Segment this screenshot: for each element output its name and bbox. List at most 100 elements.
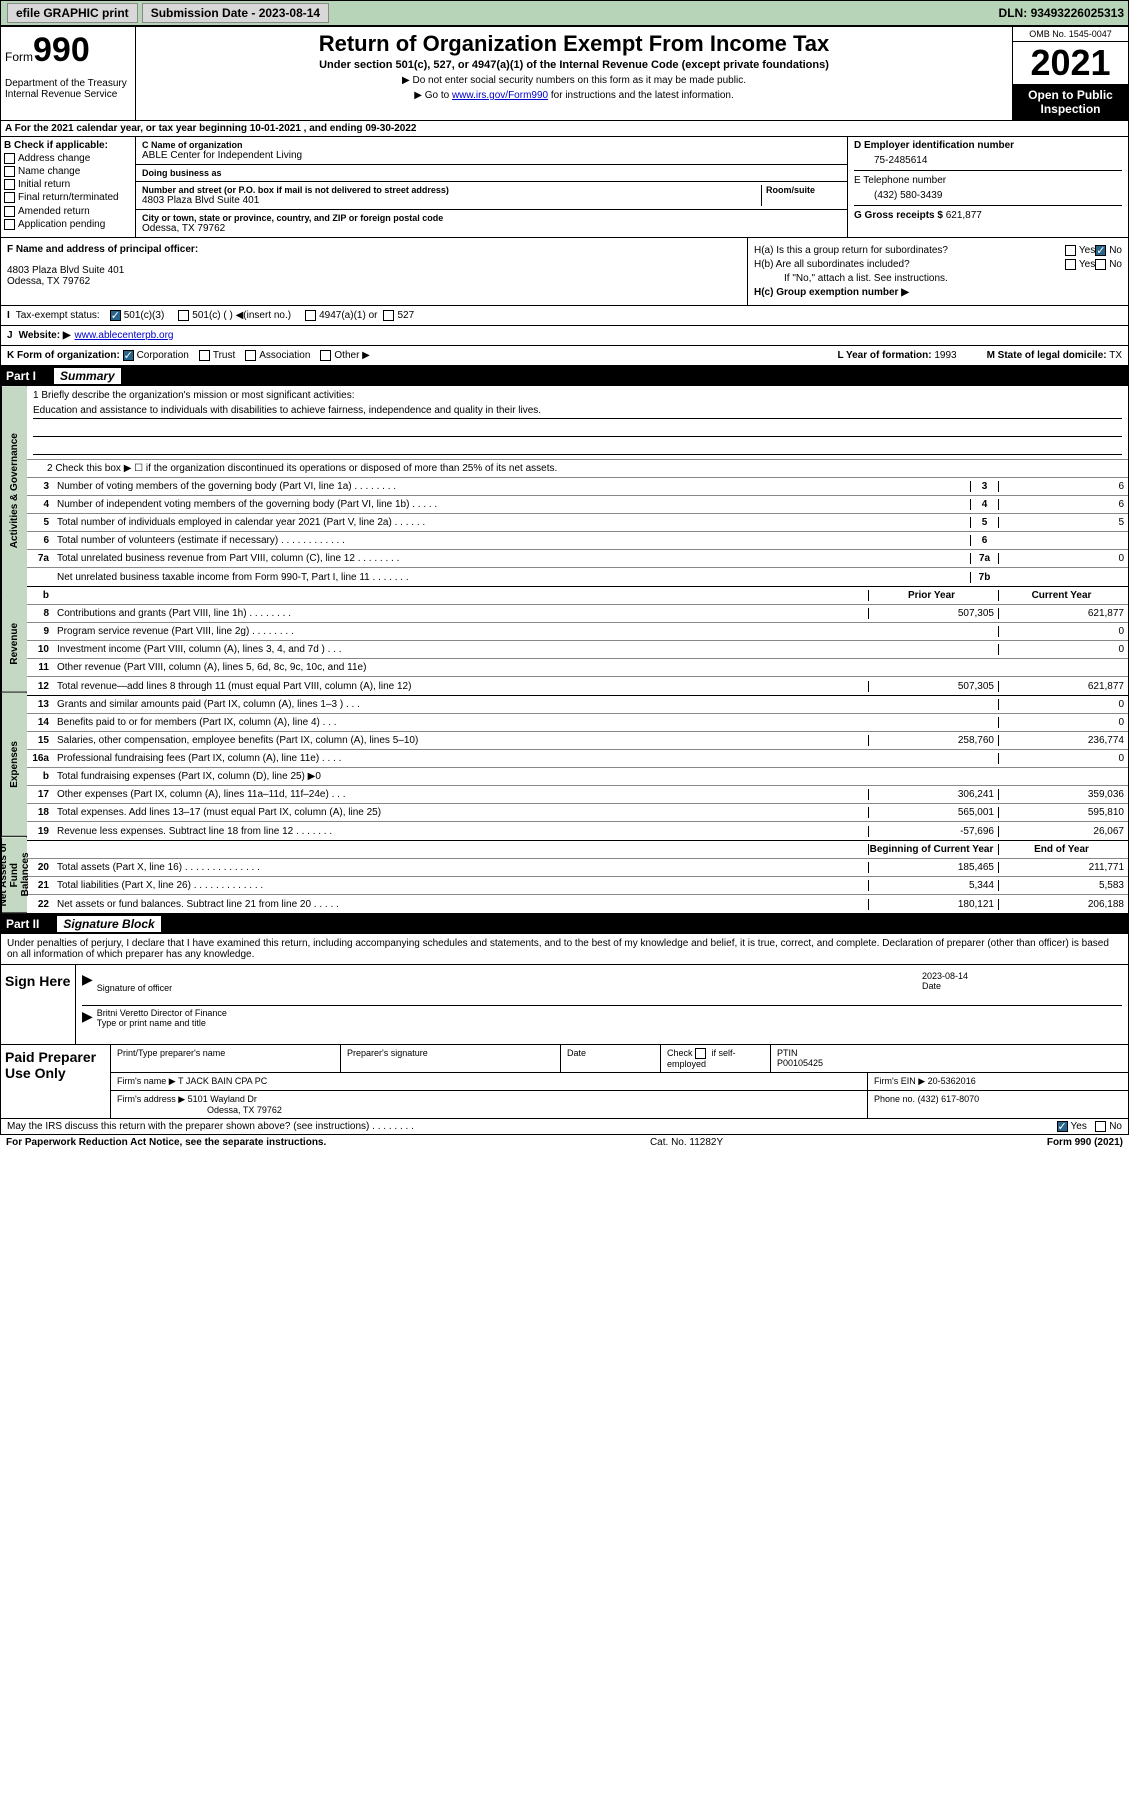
section-bcd: B Check if applicable: Address change Na… — [0, 137, 1129, 238]
chk-address-change[interactable] — [4, 153, 15, 164]
year-formation-label: L Year of formation: — [837, 350, 931, 361]
section-d: D Employer identification number 75-2485… — [848, 137, 1128, 237]
chk-selfemployed[interactable] — [695, 1048, 706, 1059]
chk-application-pending[interactable] — [4, 219, 15, 230]
note2-post: for instructions and the latest informat… — [548, 90, 734, 101]
end-year-hdr: End of Year — [998, 844, 1128, 855]
gov-line: 3Number of voting members of the governi… — [27, 478, 1128, 496]
rev-hdr-b: b — [27, 590, 53, 601]
form-title: Return of Organization Exempt From Incom… — [140, 31, 1008, 57]
lbl-initial-return: Initial return — [18, 179, 70, 190]
discuss-no-chk[interactable] — [1095, 1121, 1106, 1132]
mission-label: 1 Briefly describe the organization's mi… — [33, 390, 1122, 401]
chk-501c3[interactable] — [110, 310, 121, 321]
part2-body: Under penalties of perjury, I declare th… — [0, 934, 1129, 1135]
discuss-no: No — [1109, 1121, 1122, 1132]
netasset-lines: Beginning of Current Year End of Year 20… — [27, 841, 1128, 913]
city-label: City or town, state or province, country… — [142, 213, 841, 223]
opt-527: 527 — [397, 310, 414, 321]
section-c: C Name of organization ABLE Center for I… — [136, 137, 848, 237]
row-i-text: Tax-exempt status: — [16, 310, 100, 321]
gross-value: 621,877 — [946, 210, 982, 221]
part2-num: Part II — [6, 917, 39, 931]
ptin-label: PTIN — [777, 1048, 798, 1058]
website-link[interactable]: www.ablecenterpb.org — [75, 330, 174, 341]
row-j-label: J — [7, 330, 13, 341]
state-domicile: TX — [1109, 350, 1122, 361]
summary-body: 1 Briefly describe the organization's mi… — [27, 386, 1128, 913]
chk-other[interactable] — [320, 350, 331, 361]
form-note1: ▶ Do not enter social security numbers o… — [140, 75, 1008, 86]
firm-addr-label: Firm's address ▶ — [117, 1094, 185, 1104]
row-a-text: A For the 2021 calendar year, or tax yea… — [5, 123, 416, 134]
revenue-header-row: b Prior Year Current Year — [27, 587, 1128, 605]
section-f-label: F Name and address of principal officer: — [7, 244, 198, 255]
expense-line: 17Other expenses (Part IX, column (A), l… — [27, 786, 1128, 804]
expense-lines: 13Grants and similar amounts paid (Part … — [27, 696, 1128, 841]
chk-527[interactable] — [383, 310, 394, 321]
hc-label: H(c) Group exemption number ▶ — [754, 287, 909, 298]
revenue-line: 11Other revenue (Part VIII, column (A), … — [27, 659, 1128, 677]
mission-blank2 — [33, 441, 1122, 455]
hb-no: No — [1109, 259, 1122, 270]
chk-501c[interactable] — [178, 310, 189, 321]
lbl-final-return: Final return/terminated — [18, 193, 119, 204]
chk-name-change[interactable] — [4, 166, 15, 177]
ha-yes: Yes — [1079, 245, 1095, 256]
sig-date-label: Date — [922, 981, 1122, 991]
gov-line: Net unrelated business taxable income fr… — [27, 568, 1128, 586]
ha-yes-chk[interactable] — [1065, 245, 1076, 256]
state-domicile-label: M State of legal domicile: — [987, 350, 1107, 361]
arrow-icon-2: ▶ — [82, 1008, 93, 1028]
form-number: 990 — [33, 31, 90, 69]
irs-link[interactable]: www.irs.gov/Form990 — [452, 90, 548, 101]
hb-no-chk[interactable] — [1095, 259, 1106, 270]
ha-no-chk[interactable] — [1095, 245, 1106, 256]
row-j-text: Website: ▶ — [19, 330, 71, 341]
firm-addr1: 5101 Wayland Dr — [188, 1094, 257, 1104]
lbl-name-change: Name change — [18, 166, 80, 177]
opt-501c3: 501(c)(3) — [124, 310, 165, 321]
discuss-yes-chk[interactable] — [1057, 1121, 1068, 1132]
room-label: Room/suite — [766, 185, 841, 195]
opt-corp: Corporation — [137, 350, 189, 361]
efile-button[interactable]: efile GRAPHIC print — [7, 3, 138, 23]
chk-corp[interactable] — [123, 350, 134, 361]
sign-here-label: Sign Here — [1, 965, 76, 1044]
part1-title: Summary — [54, 368, 121, 384]
gov-line: 7aTotal unrelated business revenue from … — [27, 550, 1128, 568]
topbar: efile GRAPHIC print Submission Date - 20… — [0, 0, 1129, 26]
sign-section: Sign Here ▶ Signature of officer 2023-08… — [1, 965, 1128, 1045]
hb-yes-chk[interactable] — [1065, 259, 1076, 270]
chk-trust[interactable] — [199, 350, 210, 361]
prep-selfemp: Check if self-employed — [661, 1045, 771, 1072]
chk-amended[interactable] — [4, 206, 15, 217]
officer-addr1: 4803 Plaza Blvd Suite 401 — [7, 265, 741, 276]
street-label: Number and street (or P.O. box if mail i… — [142, 185, 761, 195]
year-formation: 1993 — [934, 350, 956, 361]
check-pre: Check — [667, 1048, 693, 1058]
department: Department of the Treasury Internal Reve… — [5, 78, 131, 100]
discuss-row: May the IRS discuss this return with the… — [1, 1118, 1128, 1134]
chk-4947[interactable] — [305, 310, 316, 321]
revenue-line: 12Total revenue—add lines 8 through 11 (… — [27, 677, 1128, 695]
submission-date: Submission Date - 2023-08-14 — [142, 3, 329, 23]
mission-block: 1 Briefly describe the organization's mi… — [27, 386, 1128, 460]
phone-label: E Telephone number — [854, 175, 1122, 186]
firm-ein: 20-5362016 — [928, 1076, 976, 1086]
opt-other: Other ▶ — [334, 350, 369, 361]
gross-label: G Gross receipts $ — [854, 210, 943, 221]
declaration: Under penalties of perjury, I declare th… — [1, 934, 1128, 965]
tax-year: 2021 — [1013, 42, 1128, 84]
org-name: ABLE Center for Independent Living — [142, 150, 841, 161]
form-subtitle: Under section 501(c), 527, or 4947(a)(1)… — [140, 59, 1008, 71]
chk-final-return[interactable] — [4, 192, 15, 203]
opt-trust: Trust — [213, 350, 235, 361]
hb-note: If "No," attach a list. See instructions… — [784, 273, 948, 284]
gov-line: 6Total number of volunteers (estimate if… — [27, 532, 1128, 550]
paid-preparer-section: Paid Preparer Use Only Print/Type prepar… — [1, 1045, 1128, 1118]
chk-initial-return[interactable] — [4, 179, 15, 190]
paid-body: Print/Type preparer's name Preparer's si… — [111, 1045, 1128, 1118]
sign-body: ▶ Signature of officer 2023-08-14 Date ▶… — [76, 965, 1128, 1044]
chk-assoc[interactable] — [245, 350, 256, 361]
